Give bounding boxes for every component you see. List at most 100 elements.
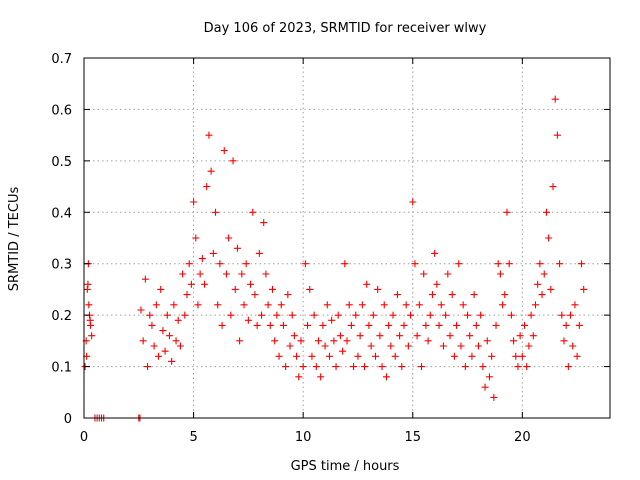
data-point — [227, 311, 235, 319]
data-point — [244, 316, 252, 324]
data-point — [573, 352, 581, 360]
data-point — [144, 363, 152, 371]
data-point — [380, 301, 388, 309]
data-point — [233, 244, 241, 252]
data-point — [407, 311, 415, 319]
data-point — [84, 280, 92, 288]
data-point — [214, 301, 222, 309]
data-point — [461, 363, 469, 371]
data-point — [238, 270, 246, 278]
data-point — [286, 342, 294, 350]
data-point — [538, 291, 546, 299]
data-point — [569, 342, 577, 350]
data-point — [207, 167, 215, 175]
data-point — [525, 342, 533, 350]
data-point — [442, 311, 450, 319]
data-point — [413, 332, 421, 340]
data-point — [400, 321, 408, 329]
data-point — [310, 311, 318, 319]
data-point — [222, 270, 230, 278]
data-point — [450, 352, 458, 360]
data-point — [549, 183, 557, 191]
x-tick-label: 5 — [189, 430, 197, 445]
data-point — [271, 337, 279, 345]
data-point — [468, 352, 476, 360]
y-tick-label: 0.5 — [51, 155, 72, 170]
data-point — [260, 219, 268, 227]
data-points — [81, 95, 588, 422]
data-point — [304, 321, 312, 329]
data-point — [229, 157, 237, 165]
data-point — [159, 327, 167, 335]
data-point — [266, 321, 274, 329]
data-point — [507, 311, 515, 319]
data-point — [301, 260, 309, 268]
data-point — [472, 321, 480, 329]
data-point — [437, 301, 445, 309]
data-point — [385, 321, 393, 329]
y-tick-label: 0.6 — [51, 103, 72, 118]
data-point — [330, 337, 338, 345]
data-point — [350, 363, 358, 371]
data-point — [426, 311, 434, 319]
data-point — [343, 337, 351, 345]
data-point — [455, 260, 463, 268]
data-point — [396, 332, 404, 340]
data-point — [312, 363, 320, 371]
data-point — [290, 332, 298, 340]
data-point — [336, 332, 344, 340]
data-point — [494, 260, 502, 268]
data-point — [361, 363, 369, 371]
data-point — [332, 363, 340, 371]
data-point — [580, 285, 588, 293]
data-point — [172, 337, 180, 345]
data-point — [389, 311, 397, 319]
data-point — [242, 260, 250, 268]
data-point — [547, 285, 555, 293]
data-point — [185, 260, 193, 268]
data-point — [170, 301, 178, 309]
data-point — [376, 332, 384, 340]
data-point — [288, 311, 296, 319]
x-axis-label: GPS time / hours — [291, 459, 400, 474]
data-point — [315, 337, 323, 345]
data-point — [418, 363, 426, 371]
data-point — [518, 352, 526, 360]
data-point — [431, 249, 439, 257]
data-point — [564, 363, 572, 371]
data-point — [536, 260, 544, 268]
data-point — [540, 270, 548, 278]
y-tick-label: 0.7 — [51, 52, 72, 67]
data-point — [391, 352, 399, 360]
data-point — [339, 347, 347, 355]
data-point — [216, 260, 224, 268]
data-point — [183, 291, 191, 299]
data-point — [181, 311, 189, 319]
data-point — [409, 198, 417, 206]
data-point — [268, 285, 276, 293]
data-point — [464, 311, 472, 319]
data-point — [165, 332, 173, 340]
data-point — [387, 342, 395, 350]
data-point — [258, 311, 266, 319]
data-point — [308, 352, 316, 360]
data-point — [137, 306, 145, 314]
data-point — [251, 291, 259, 299]
data-point — [194, 301, 202, 309]
data-point — [141, 275, 149, 283]
data-point — [282, 363, 290, 371]
data-point — [477, 311, 485, 319]
data-point — [157, 285, 165, 293]
data-point — [523, 363, 531, 371]
data-point — [176, 342, 184, 350]
data-point — [225, 234, 233, 242]
data-point — [521, 321, 529, 329]
data-point — [275, 352, 283, 360]
data-point — [433, 280, 441, 288]
data-point — [273, 311, 281, 319]
data-point — [341, 260, 349, 268]
data-point — [578, 260, 586, 268]
data-point — [262, 270, 270, 278]
data-point — [404, 342, 412, 350]
